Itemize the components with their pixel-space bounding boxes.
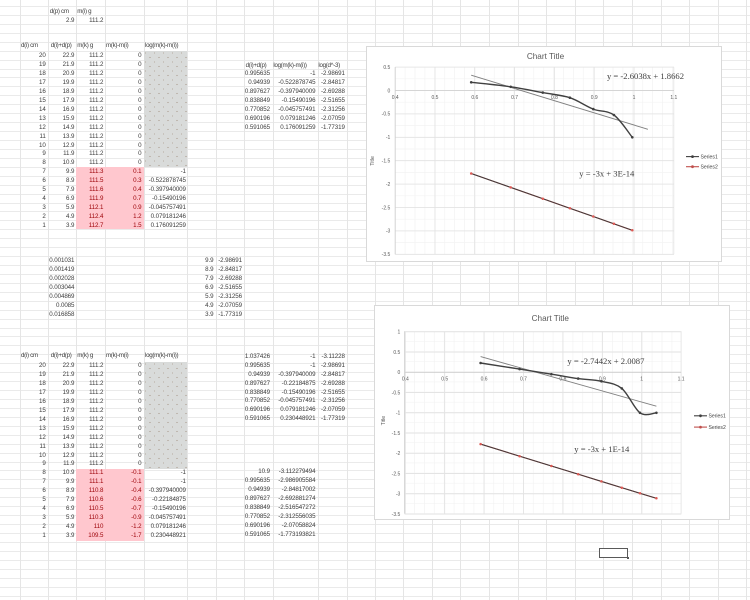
- svg-text:-3: -3: [396, 491, 401, 497]
- svg-text:-2.5: -2.5: [391, 471, 400, 477]
- svg-text:-3.5: -3.5: [381, 252, 390, 258]
- svg-text:0.6: 0.6: [480, 376, 487, 382]
- svg-text:-1: -1: [386, 135, 391, 141]
- svg-text:1: 1: [640, 376, 643, 382]
- svg-text:0.5: 0.5: [393, 350, 400, 356]
- svg-text:-3.5: -3.5: [391, 512, 400, 518]
- svg-text:Series1: Series1: [708, 413, 725, 419]
- svg-text:0.5: 0.5: [431, 95, 438, 101]
- svg-text:0.8: 0.8: [551, 95, 558, 101]
- svg-text:-1.5: -1.5: [391, 431, 400, 437]
- svg-text:0.5: 0.5: [383, 65, 390, 71]
- svg-text:Series1: Series1: [700, 154, 717, 160]
- svg-text:y = -2.7442x + 2.0087: y = -2.7442x + 2.0087: [567, 356, 645, 366]
- svg-text:Series2: Series2: [708, 425, 725, 431]
- svg-text:0.7: 0.7: [511, 95, 518, 101]
- svg-text:1: 1: [632, 95, 635, 101]
- svg-text:0.6: 0.6: [471, 95, 478, 101]
- svg-text:-3: -3: [386, 228, 391, 234]
- svg-text:-2.5: -2.5: [381, 205, 390, 211]
- svg-text:0.5: 0.5: [441, 376, 448, 382]
- svg-text:-1.5: -1.5: [381, 158, 390, 164]
- svg-text:1.1: 1.1: [670, 95, 677, 101]
- svg-text:0.4: 0.4: [402, 376, 409, 382]
- svg-text:Series2: Series2: [700, 164, 717, 170]
- svg-text:0.9: 0.9: [590, 95, 597, 101]
- svg-text:0.9: 0.9: [599, 376, 606, 382]
- svg-text:-0.5: -0.5: [381, 111, 390, 117]
- svg-text:Chart Title: Chart Title: [527, 52, 565, 61]
- svg-text:-2: -2: [396, 451, 401, 457]
- svg-text:-0.5: -0.5: [391, 390, 400, 396]
- svg-text:y = -3x + 1E-14: y = -3x + 1E-14: [574, 444, 630, 454]
- svg-text:y = -3x + 3E-14: y = -3x + 3E-14: [579, 168, 635, 178]
- svg-text:1: 1: [397, 329, 400, 335]
- svg-text:y = -2.6038x + 1.8662: y = -2.6038x + 1.8662: [607, 71, 684, 81]
- svg-text:0.7: 0.7: [520, 376, 527, 382]
- svg-text:0.4: 0.4: [391, 95, 398, 101]
- svg-text:-1: -1: [396, 410, 401, 416]
- svg-text:Chart Title: Chart Title: [531, 314, 569, 323]
- svg-text:1.1: 1.1: [677, 376, 684, 382]
- svg-text:Title: Title: [369, 156, 375, 166]
- svg-text:0: 0: [387, 88, 390, 94]
- svg-text:-2: -2: [386, 182, 391, 188]
- svg-text:Title: Title: [381, 416, 387, 426]
- svg-text:0: 0: [397, 370, 400, 376]
